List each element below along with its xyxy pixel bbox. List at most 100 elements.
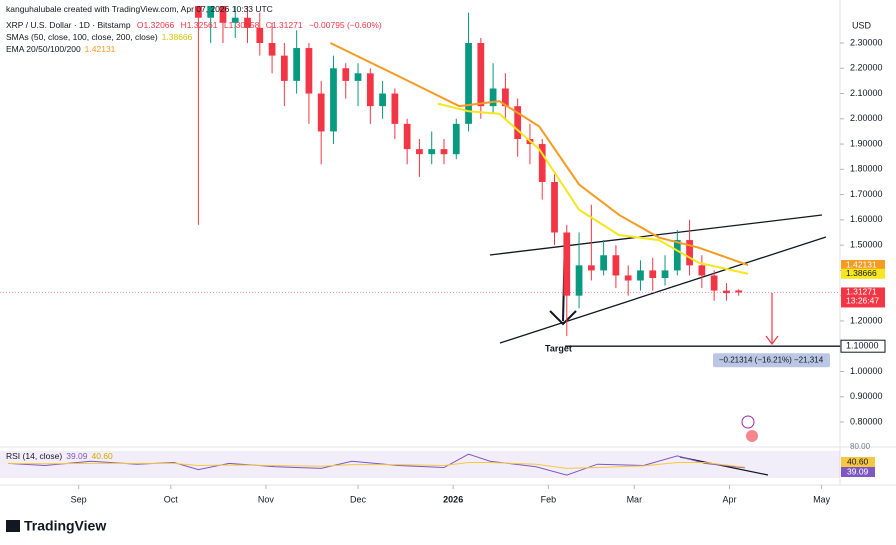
candle-body bbox=[477, 42, 485, 107]
price-tag-label: 1.38666 bbox=[846, 268, 877, 278]
measure-box bbox=[713, 353, 830, 368]
candle-body bbox=[366, 73, 374, 107]
change: −0.00795 (−0.60%) bbox=[308, 20, 382, 30]
candle-body bbox=[538, 144, 546, 182]
y-tick-label: 2.30000 bbox=[850, 37, 883, 47]
indicator-value: 1.42131 bbox=[84, 44, 116, 54]
ohlc: C1.31271 bbox=[265, 20, 303, 30]
logo: TradingView bbox=[24, 518, 106, 534]
candle-body bbox=[379, 93, 386, 107]
rsi-tag bbox=[841, 467, 875, 477]
candle-body bbox=[428, 149, 436, 155]
candle-body bbox=[391, 93, 399, 124]
moving-average bbox=[329, 42, 749, 266]
icon bbox=[746, 430, 758, 442]
candle-body bbox=[723, 290, 730, 294]
price-tag-label: 1.31271 bbox=[846, 287, 877, 297]
candle-body bbox=[330, 68, 337, 132]
ema-line: EMA 20/50/100/200 1.42131 bbox=[6, 44, 119, 54]
sma-line: SMAs (50, close, 100, close, 200, close)… bbox=[6, 32, 196, 42]
y-tick-label: 2.00000 bbox=[850, 113, 883, 123]
y-tick-label: 1.20000 bbox=[850, 315, 883, 325]
y-tick-label: 1.60000 bbox=[850, 214, 883, 224]
measure-label: −0.21314 (−16.21%) −21,314 bbox=[719, 355, 824, 364]
main-pane bbox=[195, 6, 827, 345]
candle-body bbox=[575, 265, 583, 296]
candle-body bbox=[293, 48, 301, 81]
y-tick-label: 0.80000 bbox=[850, 416, 883, 426]
symbol: XRP / U.S. Dollar · 1D · Bitstamp bbox=[6, 20, 131, 30]
x-tick-label: Feb bbox=[541, 494, 557, 504]
moving-average bbox=[437, 102, 749, 275]
candle-body bbox=[489, 88, 497, 107]
candle-body bbox=[305, 48, 313, 94]
y-tick-label: 1.80000 bbox=[850, 164, 883, 174]
x-tick-label: Dec bbox=[350, 494, 367, 504]
x-tick-label: Mar bbox=[627, 494, 643, 504]
x-tick-label: Apr bbox=[722, 494, 736, 504]
candle-body bbox=[698, 265, 706, 276]
candle-body bbox=[354, 73, 362, 81]
candle-body bbox=[440, 149, 448, 155]
candle-body bbox=[551, 181, 558, 233]
y-tick-label: 1.90000 bbox=[850, 138, 883, 148]
x-tick-label: Sep bbox=[71, 494, 87, 504]
rsi-ma-line bbox=[8, 462, 745, 469]
logo-mark bbox=[6, 520, 20, 532]
y-tick-label: 2.20000 bbox=[850, 63, 883, 73]
candle-body bbox=[452, 123, 460, 155]
arrow-head bbox=[549, 310, 577, 326]
candle-body bbox=[244, 17, 251, 28]
candle-body bbox=[600, 255, 607, 271]
y-tick-label: 1.50000 bbox=[850, 240, 883, 250]
candle-body bbox=[231, 17, 239, 23]
target-tag-label: 1.10000 bbox=[846, 341, 879, 351]
x-tick-label: Nov bbox=[258, 494, 275, 504]
x-tick-label: May bbox=[813, 494, 831, 504]
ohlc: H1.32561 bbox=[180, 20, 218, 30]
ohlc: O1.32066 bbox=[136, 20, 175, 30]
target-tag bbox=[840, 339, 886, 353]
candle-body bbox=[403, 123, 411, 150]
candle-body bbox=[661, 270, 669, 278]
rsi-value: 39.09 bbox=[66, 451, 88, 461]
candle-body bbox=[563, 232, 571, 296]
candle-body bbox=[637, 270, 644, 281]
candle-body bbox=[514, 106, 522, 140]
candle-body bbox=[686, 240, 693, 266]
candle-body bbox=[624, 275, 632, 281]
candle-body bbox=[280, 55, 288, 81]
y-tick-label: 2.10000 bbox=[850, 88, 883, 98]
rsi-legend: RSI (14, close) 39.09 40.60 bbox=[6, 451, 117, 461]
author-line: kanguhalubale created with TradingView.c… bbox=[6, 4, 277, 14]
trendline bbox=[499, 236, 827, 344]
indicator-name: SMAs (50, close, 100, close, 200, close) bbox=[6, 32, 158, 42]
price-tag bbox=[841, 260, 885, 271]
candle-body bbox=[207, 6, 215, 18]
candle-body bbox=[416, 149, 423, 155]
indicator-name: EMA 20/50/100/200 bbox=[6, 44, 81, 54]
y-tick-label: 1.00000 bbox=[850, 366, 883, 376]
target-text: Target bbox=[545, 344, 572, 354]
x-tick-label: Oct bbox=[164, 494, 179, 504]
rsi-ma-tag-label: 40.60 bbox=[847, 456, 869, 466]
candle-body bbox=[219, 6, 227, 23]
candle-body bbox=[317, 93, 325, 132]
candle-body bbox=[710, 275, 718, 291]
candle-body bbox=[465, 42, 472, 124]
candle-body bbox=[268, 42, 276, 56]
measure-arrow-head bbox=[765, 335, 779, 345]
candle-body bbox=[256, 27, 264, 43]
candle-body bbox=[649, 270, 657, 278]
rsi-top-label: 80.00 bbox=[850, 442, 871, 451]
candle-body bbox=[195, 6, 202, 18]
author: kanguhalubale created with TradingView.c… bbox=[6, 4, 273, 14]
price-tag bbox=[841, 287, 885, 308]
y-tick-label: 0.90000 bbox=[850, 391, 883, 401]
candle-body bbox=[612, 255, 620, 276]
currency: USD bbox=[852, 20, 872, 30]
rsi-title: RSI (14, close) bbox=[6, 451, 63, 461]
candle-body bbox=[502, 88, 509, 107]
